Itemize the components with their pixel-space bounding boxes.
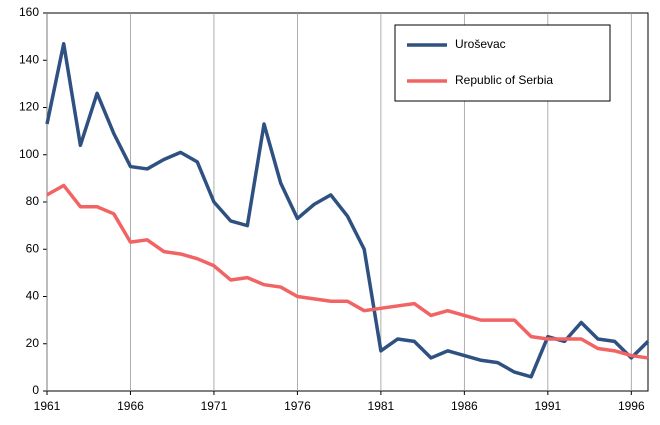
y-tick-label: 80 [26, 194, 40, 208]
y-tick-label: 60 [26, 241, 40, 255]
y-tick-label: 100 [19, 147, 39, 161]
legend-box [394, 24, 611, 102]
x-tick-label: 1996 [618, 399, 645, 413]
y-tick-label: 20 [26, 336, 40, 350]
x-tick-label: 1971 [201, 399, 228, 413]
y-tick-label: 160 [19, 5, 39, 19]
y-tick-label: 0 [32, 383, 39, 397]
legend-label: Republic of Serbia [455, 73, 553, 87]
legend-label: Uroševac [455, 37, 506, 51]
x-tick-label: 1986 [451, 399, 478, 413]
y-tick-label: 140 [19, 52, 39, 66]
x-tick-label: 1966 [117, 399, 144, 413]
y-tick-label: 40 [26, 289, 40, 303]
y-tick-label: 120 [19, 100, 39, 114]
x-tick-label: 1991 [534, 399, 561, 413]
x-tick-label: 1961 [34, 399, 61, 413]
line [46, 183, 649, 360]
x-tick-label: 1981 [368, 399, 395, 413]
line [45, 41, 650, 379]
x-tick-label: 1976 [284, 399, 311, 413]
